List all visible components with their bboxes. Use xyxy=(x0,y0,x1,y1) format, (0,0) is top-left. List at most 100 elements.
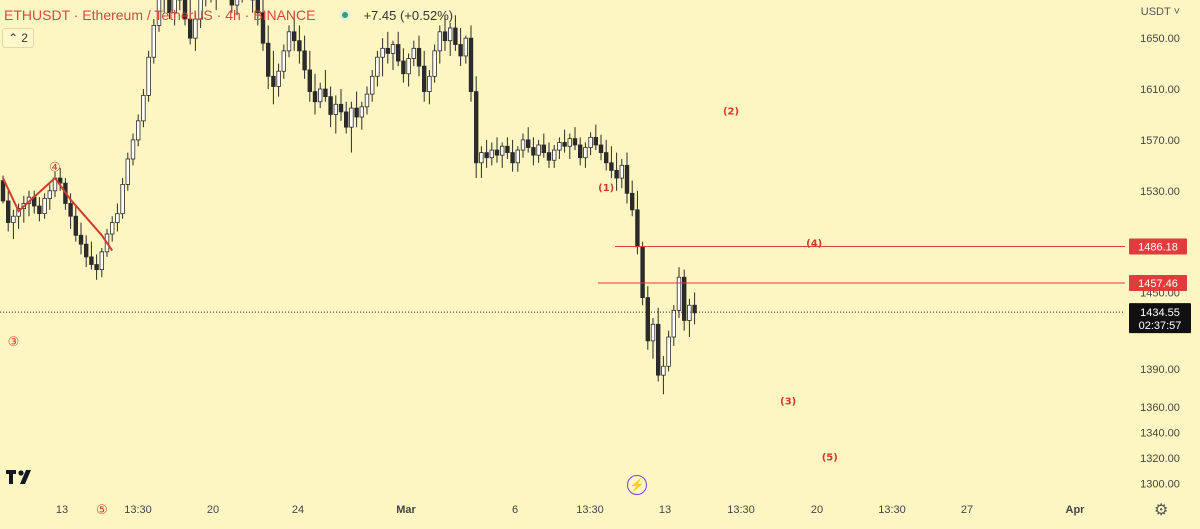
candle-body xyxy=(297,40,302,52)
candle-body xyxy=(73,215,78,236)
wave-label: (5) xyxy=(822,452,838,463)
candle-body xyxy=(583,147,588,159)
elliott-wave-line xyxy=(2,176,114,252)
candle-body xyxy=(645,297,650,342)
candle-body xyxy=(666,336,671,367)
candle-body xyxy=(635,209,640,248)
candle-body xyxy=(271,75,276,87)
candle-body xyxy=(562,142,567,147)
candle-body xyxy=(499,145,505,156)
candle-body xyxy=(682,276,687,321)
candle-body xyxy=(354,107,359,118)
candle-body xyxy=(432,50,437,77)
candle-body xyxy=(593,136,598,146)
candle-body xyxy=(458,44,463,57)
candle-body xyxy=(302,50,307,71)
symbol-title[interactable]: ETHUSDT · Ethereum / TetherUS · 4h · BIN… xyxy=(4,7,316,23)
candle-body xyxy=(307,69,312,92)
chart-header: ETHUSDT · Ethereum / TetherUS · 4h · BIN… xyxy=(0,0,453,30)
candle-body xyxy=(167,0,172,14)
candle-body xyxy=(0,180,6,202)
candle-body xyxy=(42,197,47,215)
candle-body xyxy=(624,164,630,194)
wave-label: (3) xyxy=(780,396,796,407)
candle-body xyxy=(291,31,297,42)
candle-body xyxy=(333,103,338,115)
candle-body xyxy=(130,139,136,160)
candle-body xyxy=(531,147,536,156)
currency-selector[interactable]: USDT ˅ xyxy=(1141,6,1180,18)
candle-body xyxy=(546,152,552,161)
gear-icon[interactable]: ⚙ xyxy=(1154,502,1169,519)
chevron-down-icon: ˅ xyxy=(1173,6,1180,18)
candle-body xyxy=(6,200,11,223)
candle-body xyxy=(526,139,531,148)
candle-body xyxy=(604,152,609,164)
candle-body xyxy=(276,70,281,87)
candle-body xyxy=(99,251,104,271)
candle-body xyxy=(427,75,432,92)
candle-body xyxy=(473,91,479,164)
candle-body xyxy=(68,203,73,217)
candle-body xyxy=(650,323,656,342)
candle-body xyxy=(489,149,494,159)
candle-body xyxy=(58,177,63,184)
candle-body xyxy=(572,138,578,146)
candle-body xyxy=(146,56,151,96)
candle-body xyxy=(125,158,130,185)
candle-body xyxy=(578,144,583,159)
candle-body xyxy=(557,142,562,151)
candle-body xyxy=(260,12,266,44)
candle-body xyxy=(567,138,572,147)
candle-body xyxy=(536,144,541,156)
candle-body xyxy=(255,0,260,14)
candle-body xyxy=(676,276,682,311)
candle-body xyxy=(437,31,442,52)
candle-body xyxy=(317,88,323,103)
candle-body xyxy=(541,144,546,154)
candle-body xyxy=(198,0,203,20)
tradingview-logo-icon[interactable] xyxy=(6,468,36,484)
candle-body xyxy=(479,152,484,164)
candle-body xyxy=(619,164,624,179)
currency-label: USDT xyxy=(1140,6,1171,18)
plot-area[interactable] xyxy=(0,0,1125,395)
candle-body xyxy=(172,0,177,14)
candle-body xyxy=(588,136,593,148)
candle-body xyxy=(468,37,474,92)
candle-body xyxy=(94,264,99,271)
indicators-collapse-button[interactable]: ⌃ 2 xyxy=(2,28,34,48)
candle-body xyxy=(671,309,676,338)
candle-body xyxy=(78,234,84,245)
candle-body xyxy=(447,27,453,42)
wave-label: ③ xyxy=(8,335,20,350)
candle-body xyxy=(37,205,42,215)
lightning-icon[interactable]: ⚡ xyxy=(627,475,647,495)
candle-body xyxy=(510,152,515,164)
price-axis-panel[interactable] xyxy=(1125,0,1200,496)
candle-body xyxy=(182,0,188,20)
candle-body xyxy=(110,222,115,235)
candle-body xyxy=(359,106,364,118)
candle-body xyxy=(401,60,406,75)
candle-body xyxy=(661,365,666,376)
candle-body xyxy=(349,107,354,128)
price-change: +7.45 (+0.52%) xyxy=(363,7,454,23)
candle-body xyxy=(286,31,292,52)
candle-body xyxy=(11,215,16,223)
market-status-icon xyxy=(339,9,352,21)
candle-body xyxy=(692,304,697,314)
candle-body xyxy=(395,44,401,62)
candle-body xyxy=(442,31,448,42)
candle-body xyxy=(614,170,619,179)
candle-body xyxy=(135,120,141,141)
candle-body xyxy=(323,88,328,98)
candle-body xyxy=(375,56,380,77)
candle-body xyxy=(598,144,604,154)
candle-body xyxy=(484,152,489,159)
candle-body xyxy=(385,47,390,54)
candle-body xyxy=(656,323,661,376)
wave-label: ⑤ xyxy=(96,503,108,518)
